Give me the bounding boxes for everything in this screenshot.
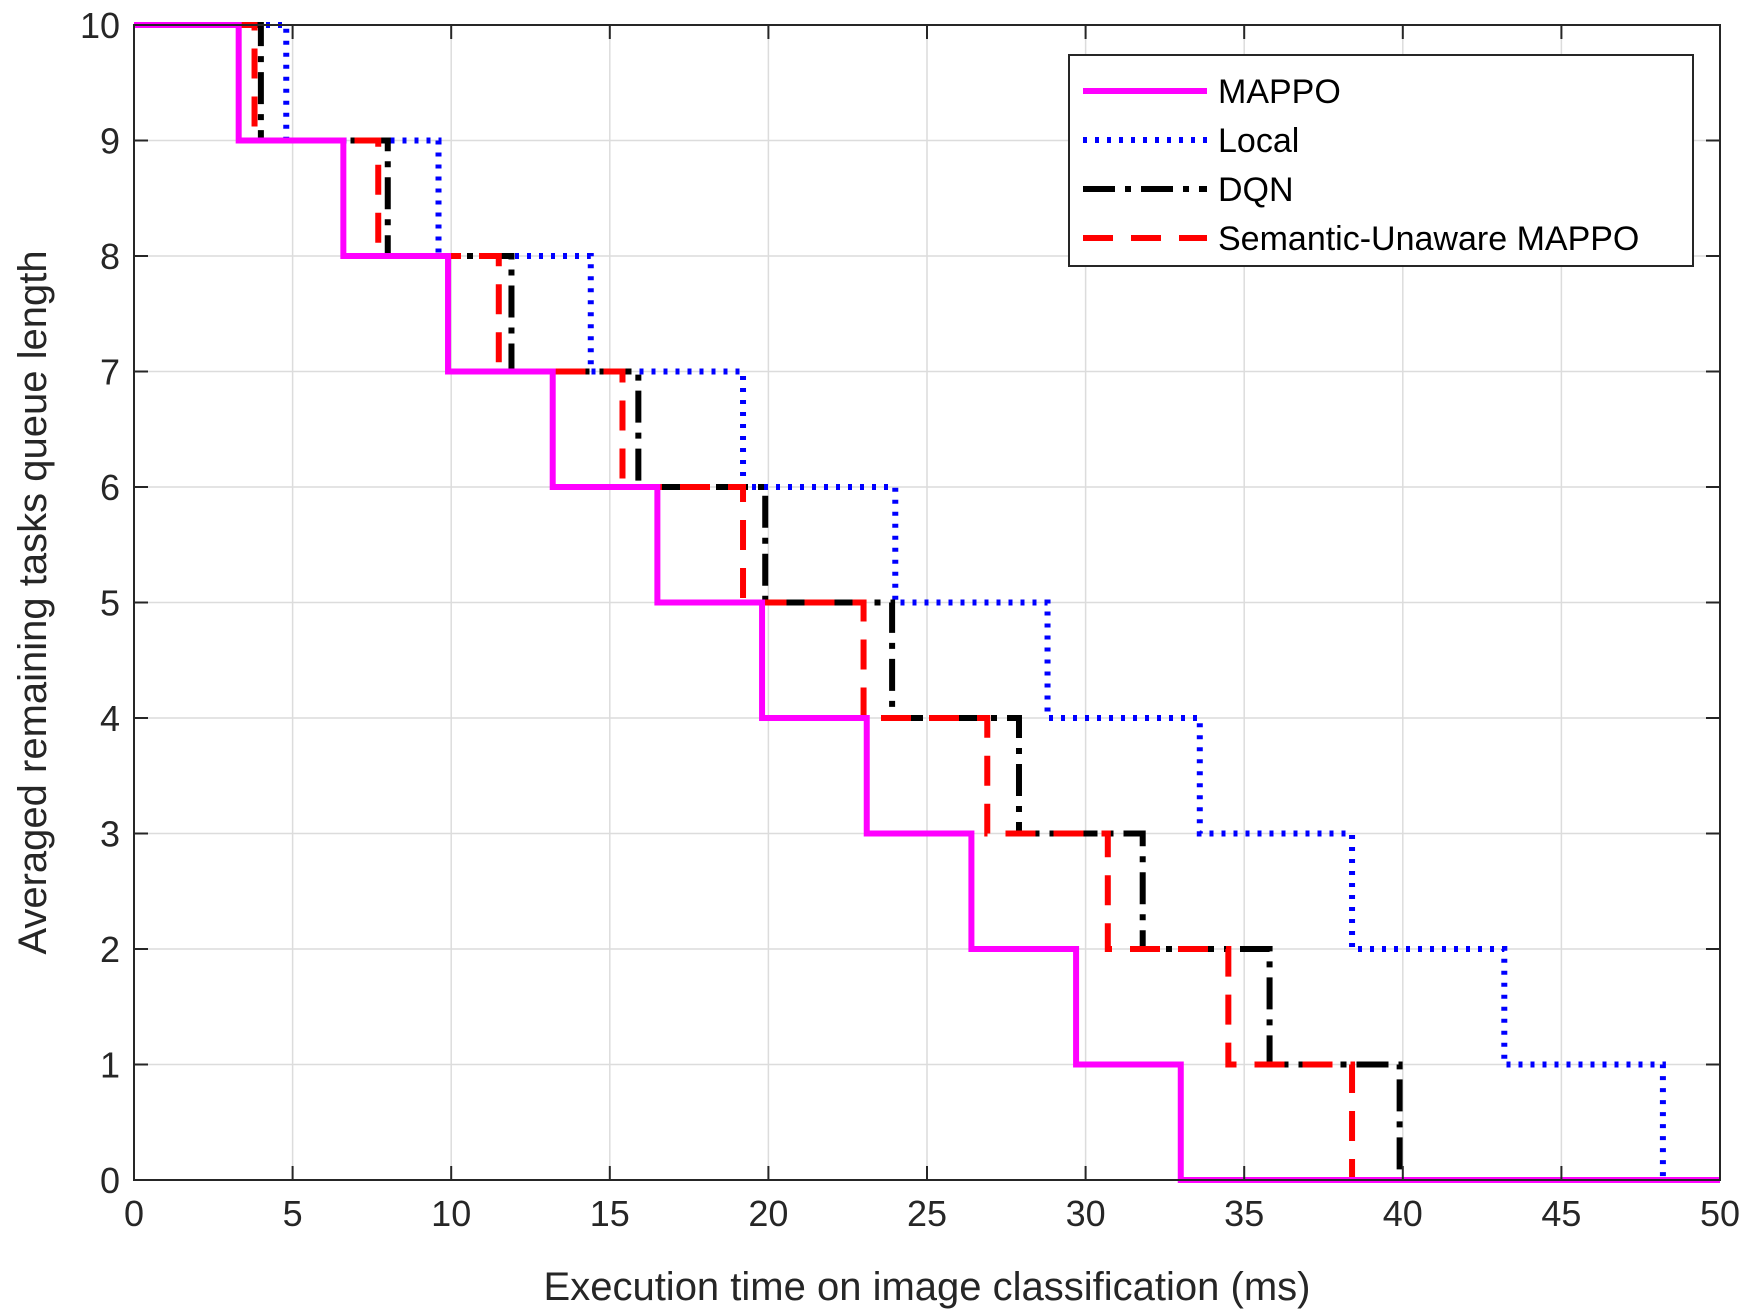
x-tick-label: 40 <box>1383 1193 1423 1234</box>
legend-label: Local <box>1218 122 1299 160</box>
x-tick-label: 25 <box>907 1193 947 1234</box>
x-tick-label: 30 <box>1066 1193 1106 1234</box>
y-tick-label: 7 <box>100 352 120 393</box>
y-tick-label: 3 <box>100 814 120 855</box>
x-tick-label: 50 <box>1700 1193 1740 1234</box>
y-tick-label: 6 <box>100 467 120 508</box>
legend: MAPPO Local DQN Semantic-Unaware MAPPO <box>1068 54 1694 267</box>
y-tick-label: 10 <box>80 5 120 46</box>
series-line-semantic-unaware-mappo <box>134 22 1720 1183</box>
x-tick-label: 0 <box>124 1193 144 1234</box>
y-tick-label: 1 <box>100 1045 120 1086</box>
series-line-local <box>134 22 1720 1183</box>
x-tick-label: 5 <box>283 1193 303 1234</box>
series-line-dqn <box>134 22 1720 1183</box>
legend-label: DQN <box>1218 171 1294 209</box>
x-tick-label: 10 <box>431 1193 471 1234</box>
y-tick-label: 5 <box>100 583 120 624</box>
plot-series <box>134 22 1720 1183</box>
x-tick-label: 45 <box>1541 1193 1581 1234</box>
legend-label: MAPPO <box>1218 73 1341 111</box>
y-tick-label: 0 <box>100 1160 120 1201</box>
y-tick-label: 2 <box>100 929 120 970</box>
legend-label: Semantic-Unaware MAPPO <box>1218 220 1639 258</box>
x-tick-label: 35 <box>1224 1193 1264 1234</box>
series-line-mappo <box>134 22 1720 1183</box>
x-tick-label: 20 <box>748 1193 788 1234</box>
y-tick-label: 8 <box>100 236 120 277</box>
x-tick-label: 15 <box>590 1193 630 1234</box>
y-axis-title: Averaged remaining tasks queue length <box>11 250 55 954</box>
x-axis-title: Execution time on image classification (… <box>544 1265 1311 1309</box>
y-tick-label: 4 <box>100 698 120 739</box>
y-tick-label: 9 <box>100 121 120 162</box>
